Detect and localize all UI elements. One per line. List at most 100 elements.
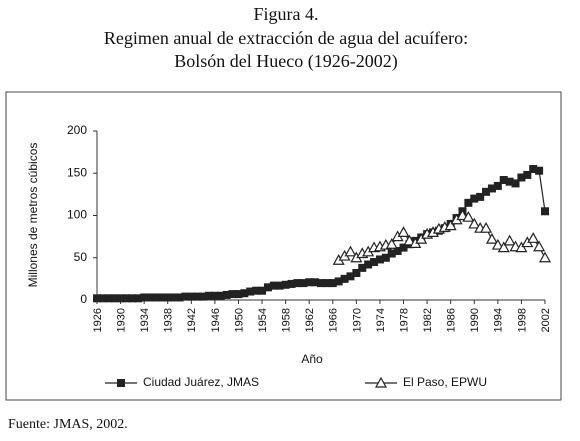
marker (352, 268, 361, 277)
marker (181, 292, 190, 301)
marker (116, 294, 125, 303)
marker (470, 194, 479, 203)
x-tick-label: 1966 (328, 308, 340, 332)
y-tick-label: 200 (67, 123, 87, 137)
marker (538, 251, 552, 263)
marker (222, 290, 231, 299)
marker (98, 294, 107, 303)
x-tick-label: 1954 (257, 308, 269, 332)
marker (187, 292, 196, 301)
y-tick-label: 0 (80, 292, 87, 306)
marker (287, 279, 296, 288)
marker (491, 238, 504, 250)
marker (364, 260, 373, 269)
marker (317, 279, 325, 288)
x-tick-label: 1926 (92, 308, 104, 332)
marker (385, 237, 398, 249)
marker (263, 283, 272, 292)
x-tick-label: 1970 (351, 308, 363, 332)
marker (403, 234, 416, 246)
marker (134, 294, 143, 303)
marker (281, 280, 290, 289)
x-tick-label: 1942 (186, 308, 198, 332)
legend-label: El Paso, EPWU (403, 375, 487, 389)
marker (163, 293, 172, 302)
marker (157, 293, 166, 302)
marker (322, 279, 331, 288)
marker (462, 210, 475, 222)
frame (5, 91, 562, 401)
marker (199, 292, 208, 301)
marker (397, 226, 410, 237)
x-tick-label: 1986 (446, 308, 458, 332)
marker (482, 187, 491, 196)
marker (511, 179, 520, 188)
marker (205, 291, 213, 300)
marker (269, 281, 278, 290)
marker (393, 246, 402, 255)
marker (375, 255, 384, 264)
marker (258, 286, 267, 295)
x-tick-label: 1994 (493, 308, 505, 332)
marker (541, 207, 549, 216)
marker (529, 165, 538, 174)
marker (497, 241, 510, 253)
x-tick-label: 1950 (233, 308, 245, 332)
marker (399, 243, 408, 252)
marker (175, 293, 184, 302)
marker (505, 177, 514, 186)
marker (503, 234, 516, 246)
marker (374, 376, 388, 388)
x-tick-label: 1990 (469, 308, 481, 332)
marker (387, 249, 396, 258)
marker (517, 173, 526, 182)
marker (240, 289, 249, 298)
marker (464, 198, 473, 207)
x-tick-label: 1982 (422, 308, 434, 332)
marker (523, 170, 532, 179)
x-tick-label: 1934 (139, 308, 151, 332)
marker (358, 263, 367, 272)
marker (228, 290, 237, 299)
marker (110, 294, 119, 303)
marker (234, 290, 243, 299)
marker (140, 293, 149, 302)
marker (146, 293, 155, 302)
marker (340, 274, 349, 283)
marker (493, 181, 502, 190)
marker (117, 379, 125, 387)
marker (299, 279, 308, 288)
marker (252, 286, 261, 295)
marker (210, 291, 219, 300)
marker (535, 166, 544, 175)
marker (381, 253, 390, 262)
marker (293, 279, 302, 288)
chart-subtitle: Bolsón del Hueco (1926-2002) (174, 51, 397, 72)
chart-title: Figura 4. (254, 4, 319, 24)
x-tick-label: 1978 (398, 308, 410, 332)
y-tick-label: 150 (67, 165, 87, 179)
marker (334, 277, 343, 286)
x-tick-label: 1938 (163, 308, 175, 332)
marker (93, 294, 101, 303)
marker (169, 293, 178, 302)
marker (476, 192, 485, 201)
marker (344, 245, 357, 257)
series-line (97, 168, 546, 299)
marker (527, 232, 540, 243)
x-tick-label: 1998 (516, 308, 528, 332)
marker (533, 240, 546, 252)
marker (346, 272, 355, 281)
source-note: Fuente: JMAS, 2002. (8, 417, 128, 432)
marker (305, 278, 314, 287)
x-tick-label: 1974 (375, 308, 387, 332)
x-tick-label: 1930 (115, 308, 127, 332)
marker (444, 219, 457, 231)
marker (485, 232, 498, 244)
marker (480, 221, 493, 233)
x-tick-label: 2002 (540, 308, 552, 332)
x-axis-title: Año (301, 352, 323, 366)
y-axis-title: Millones de metros cúbicos (26, 143, 40, 288)
marker (275, 281, 284, 290)
